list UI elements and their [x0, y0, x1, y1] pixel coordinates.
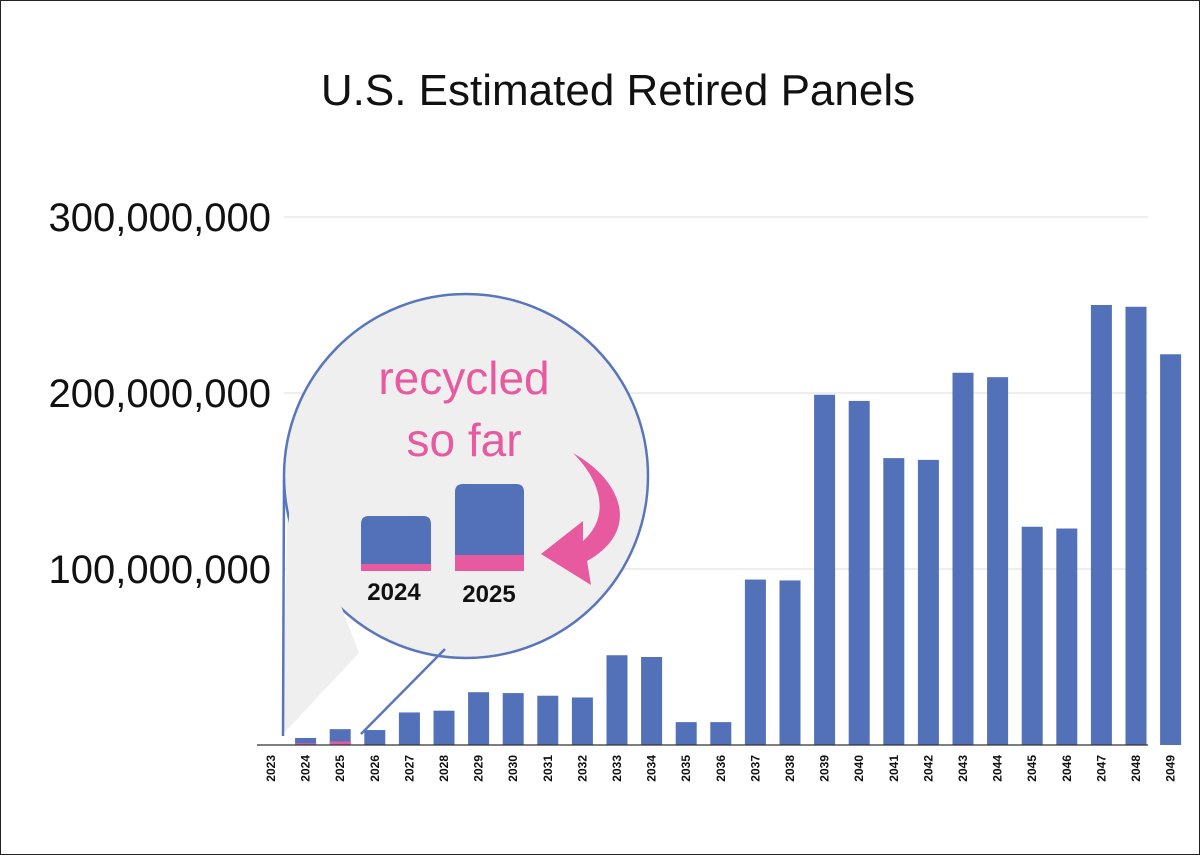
curved-arrow-icon: [541, 453, 620, 585]
x-tick-label: 2032: [575, 755, 589, 782]
bar-2038: [779, 580, 801, 745]
x-tick-label: 2031: [541, 755, 555, 782]
callout-year-2025: 2025: [462, 581, 515, 608]
bar-2025: [329, 729, 351, 745]
callout-pointer-cover: [284, 473, 359, 733]
x-tick-label: 2048: [1129, 755, 1143, 782]
x-tick-label: 2049: [1164, 755, 1178, 782]
callout-bar-2025: [455, 484, 524, 571]
x-tick-label: 2046: [1060, 755, 1074, 782]
callout-bar-2024: [361, 516, 431, 571]
bar-2042: [917, 459, 939, 745]
bar-2026: [364, 730, 386, 745]
y-axis-ticks: 300,000,000 200,000,000 100,000,000: [49, 196, 271, 592]
bar-2024: [295, 737, 317, 745]
bar-2049: [1160, 354, 1182, 745]
x-tick-label: 2040: [852, 755, 866, 782]
bar-2036: [710, 722, 732, 745]
x-tick-label: 2042: [921, 755, 935, 782]
x-tick-label: 2036: [714, 755, 728, 782]
x-tick-label: 2041: [887, 755, 901, 782]
callout-year-2024: 2024: [367, 579, 421, 606]
bar-2043: [952, 372, 974, 745]
callout-recycled-2025: [455, 555, 524, 571]
y-tick-label: 200,000,000: [49, 372, 271, 416]
callout-recycled-2024: [361, 564, 431, 571]
bar-2040: [848, 400, 870, 745]
bar-2047: [1090, 305, 1112, 745]
bar-recycled-2024: [295, 743, 317, 745]
x-tick-label: 2028: [437, 755, 451, 782]
x-tick-label: 2026: [368, 755, 382, 782]
bar-2045: [1021, 526, 1043, 745]
x-tick-label: 2037: [748, 755, 762, 782]
x-tick-label: 2034: [645, 755, 659, 782]
bar-2030: [502, 693, 524, 745]
y-tick-label: 100,000,000: [49, 548, 271, 592]
callout-pointer-left: [281, 478, 286, 737]
bar-recycled-2025: [329, 741, 351, 745]
bar-2044: [987, 377, 1009, 745]
x-tick-label: 2044: [991, 755, 1005, 782]
bar-2029: [468, 692, 490, 745]
callout-pointer-right: [360, 648, 446, 735]
x-tick-label: 2024: [299, 755, 313, 782]
x-tick-label: 2038: [783, 755, 797, 782]
x-tick-label: 2045: [1025, 755, 1039, 782]
x-tick-label: 2027: [402, 755, 416, 782]
callout-text-line1: recycled: [378, 352, 549, 404]
bar-2027: [398, 712, 420, 745]
x-tick-label: 2043: [956, 755, 970, 782]
x-tick-label: 2033: [610, 755, 624, 782]
bar-2034: [641, 657, 663, 745]
bar-2048: [1125, 306, 1147, 745]
bar-2046: [1056, 528, 1078, 745]
chart-title: U.S. Estimated Retired Panels: [321, 66, 915, 115]
x-axis-ticks: 2023 2024 2025 2026 2027 2028 2029 2030 2031 2032…: [264, 755, 1178, 782]
y-tick-label: 300,000,000: [49, 196, 271, 240]
x-tick-label: 2030: [506, 755, 520, 782]
callout-magnifier: recycled so far 2024 2025: [281, 292, 650, 737]
bar-2033: [606, 655, 628, 745]
x-tick-label: 2025: [333, 755, 347, 782]
callout-text-line2: so far: [406, 414, 521, 466]
bar-2035: [675, 722, 697, 745]
bars: [295, 305, 1182, 745]
x-tick-label: 2029: [472, 755, 486, 782]
bar-2031: [537, 695, 559, 745]
bar-2041: [883, 458, 905, 745]
bar-2037: [744, 579, 766, 745]
x-tick-label: 2047: [1094, 755, 1108, 782]
bar-2039: [814, 394, 836, 745]
x-tick-label: 2023: [264, 755, 278, 782]
x-tick-label: 2039: [818, 755, 832, 782]
bar-2032: [571, 697, 593, 745]
x-tick-label: 2035: [679, 755, 693, 782]
bar-2028: [433, 710, 455, 745]
